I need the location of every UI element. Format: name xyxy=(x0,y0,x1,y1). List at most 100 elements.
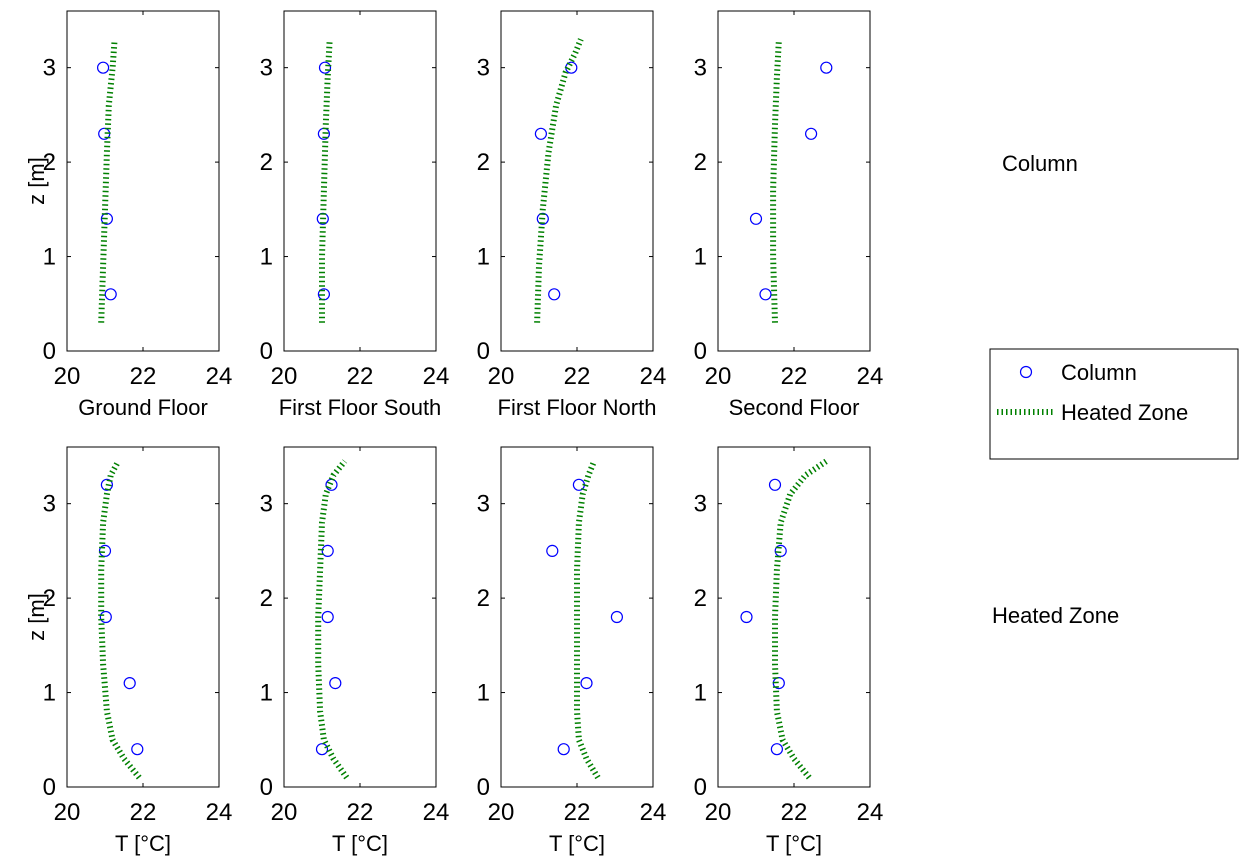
x-tick-label: 24 xyxy=(206,799,233,826)
x-tick-label: 22 xyxy=(130,799,157,826)
column-data-point xyxy=(96,61,110,74)
plot-frame xyxy=(717,10,871,352)
y-axis-label: z [m] xyxy=(24,157,49,205)
y-tick-label: 0 xyxy=(43,774,56,801)
x-tick-label: 24 xyxy=(640,363,667,390)
x-tick-label: 22 xyxy=(564,799,591,826)
plot-frame xyxy=(283,10,437,352)
chart-panel-2: 20 22 24 0 1 2 3 First Floor South xyxy=(260,10,450,420)
column-data-point xyxy=(820,61,833,74)
chart-panel-8: 20 22 24 0 1 2 3 T [°C] xyxy=(694,446,884,856)
chart-panel-5: 20 22 24 0 1 2 3 T [°C] z [m] xyxy=(24,446,233,856)
legend: Column Heated Zone xyxy=(989,348,1239,460)
x-tick-label: 24 xyxy=(640,799,667,826)
column-data-point xyxy=(315,743,329,756)
column-data-point xyxy=(321,544,334,558)
row-label-column: Column xyxy=(1002,151,1078,176)
x-tick-label: 24 xyxy=(857,363,884,390)
plot-frame xyxy=(66,446,220,788)
column-data-point xyxy=(100,212,114,225)
legend-label-heated-zone: Heated Zone xyxy=(1061,400,1188,425)
y-tick-label: 1 xyxy=(477,680,490,707)
chart-panel-7: 20 22 24 0 1 2 3 T [°C] xyxy=(477,446,667,856)
x-axis-label: T [°C] xyxy=(115,831,171,856)
column-data-point xyxy=(99,610,112,624)
y-tick-label: 2 xyxy=(477,149,490,176)
column-data-point xyxy=(610,610,624,624)
heated-zone-line xyxy=(315,459,350,780)
column-data-point xyxy=(580,676,593,690)
column-data-point xyxy=(131,743,144,756)
x-axis-label: T [°C] xyxy=(549,831,605,856)
x-tick-label: 24 xyxy=(423,799,450,826)
y-tick-label: 0 xyxy=(477,338,490,365)
x-tick-label: 20 xyxy=(705,363,732,390)
column-data-point xyxy=(804,127,818,140)
column-data-point xyxy=(768,478,782,491)
row-label-heated-zone: Heated Zone xyxy=(992,603,1119,628)
y-tick-label: 3 xyxy=(477,55,490,82)
x-tick-label: 20 xyxy=(271,799,298,826)
x-tick-label: 20 xyxy=(54,363,81,390)
y-tick-label: 3 xyxy=(694,55,707,82)
y-tick-label: 2 xyxy=(260,585,273,612)
panel-label-first-floor-south: First Floor South xyxy=(279,395,442,420)
y-tick-label: 1 xyxy=(694,680,707,707)
panel-label-second-floor: Second Floor xyxy=(729,395,860,420)
x-tick-label: 22 xyxy=(347,363,374,390)
plot-frame xyxy=(500,446,654,788)
heated-zone-line xyxy=(319,41,333,323)
chart-panel-3: 20 22 24 0 1 2 3 First Floor North xyxy=(477,10,667,420)
y-tick-label: 0 xyxy=(694,774,707,801)
y-tick-label: 0 xyxy=(260,338,273,365)
column-data-point xyxy=(321,610,334,624)
x-tick-label: 22 xyxy=(564,363,591,390)
x-tick-label: 22 xyxy=(347,799,374,826)
column-data-point xyxy=(98,544,112,558)
chart-panel-1: 20 22 24 0 1 2 3 Ground Floor z [m] xyxy=(24,10,232,420)
heated-zone-line xyxy=(534,38,584,323)
y-tick-label: 0 xyxy=(43,338,56,365)
y-tick-label: 3 xyxy=(43,55,56,82)
x-axis-label: T [°C] xyxy=(766,831,822,856)
x-tick-label: 24 xyxy=(857,799,884,826)
x-tick-label: 20 xyxy=(488,363,515,390)
y-tick-label: 1 xyxy=(694,244,707,271)
column-data-point xyxy=(104,288,117,301)
y-tick-label: 3 xyxy=(43,491,56,518)
y-tick-label: 3 xyxy=(477,491,490,518)
column-data-point xyxy=(740,610,753,624)
plot-frame xyxy=(283,446,437,788)
y-tick-label: 1 xyxy=(43,244,56,271)
column-data-point xyxy=(557,743,570,756)
x-tick-label: 22 xyxy=(781,799,808,826)
y-tick-label: 2 xyxy=(477,585,490,612)
y-axis-label: z [m] xyxy=(24,593,49,641)
panel-label-first-floor-north: First Floor North xyxy=(498,395,657,420)
column-data-point xyxy=(123,676,136,690)
chart-panel-4: 20 22 24 0 1 2 3 Second Floor xyxy=(694,10,884,420)
legend-box xyxy=(989,348,1239,460)
x-tick-label: 20 xyxy=(271,363,298,390)
x-tick-label: 22 xyxy=(781,363,808,390)
column-data-point xyxy=(546,544,559,558)
column-data-point xyxy=(770,743,784,756)
column-data-point xyxy=(548,288,561,301)
legend-label-column: Column xyxy=(1061,360,1137,385)
y-tick-label: 3 xyxy=(694,491,707,518)
y-tick-label: 2 xyxy=(43,585,56,612)
x-tick-label: 20 xyxy=(54,799,81,826)
x-tick-label: 20 xyxy=(705,799,732,826)
x-axis-label: T [°C] xyxy=(332,831,388,856)
y-tick-label: 0 xyxy=(477,774,490,801)
y-tick-label: 0 xyxy=(694,338,707,365)
y-tick-label: 3 xyxy=(260,55,273,82)
plot-frame xyxy=(500,10,654,352)
y-tick-label: 1 xyxy=(43,680,56,707)
y-tick-label: 0 xyxy=(260,774,273,801)
y-tick-label: 3 xyxy=(260,491,273,518)
y-tick-label: 1 xyxy=(260,680,273,707)
x-tick-label: 24 xyxy=(423,363,450,390)
heated-zone-line xyxy=(770,41,782,323)
